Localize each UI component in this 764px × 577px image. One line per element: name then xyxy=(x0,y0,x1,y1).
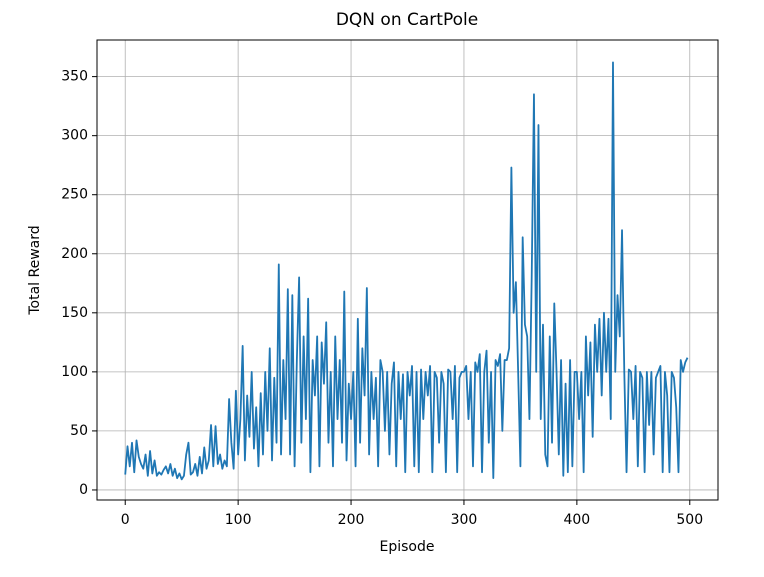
y-tick-label: 0 xyxy=(79,482,88,498)
x-tick-label: 300 xyxy=(451,512,478,528)
x-tick-label: 100 xyxy=(225,512,252,528)
y-tick-label: 50 xyxy=(70,423,88,439)
x-tick-label: 400 xyxy=(563,512,590,528)
x-tick-label: 500 xyxy=(676,512,703,528)
y-tick-label: 150 xyxy=(61,305,88,321)
chart-title: DQN on CartPole xyxy=(336,10,478,30)
y-tick-label: 200 xyxy=(61,246,88,262)
x-tick-label: 200 xyxy=(338,512,365,528)
x-tick-label: 0 xyxy=(121,512,130,528)
y-axis-label: Total Reward xyxy=(27,225,43,315)
data-line xyxy=(124,61,689,481)
plot-frame xyxy=(96,39,719,501)
y-tick-label: 100 xyxy=(61,364,88,380)
y-tick-label: 300 xyxy=(61,128,88,144)
y-tick-label: 250 xyxy=(61,187,88,203)
x-axis-label: Episode xyxy=(380,539,435,555)
y-tick-label: 350 xyxy=(61,69,88,85)
